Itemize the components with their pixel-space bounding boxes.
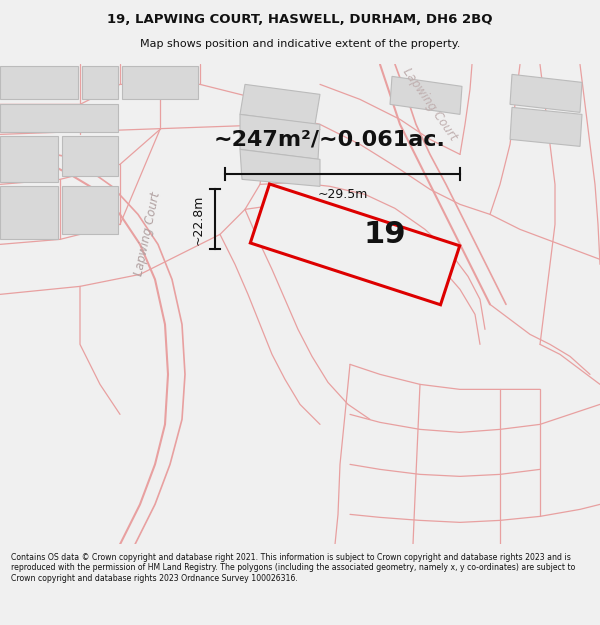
Text: ~22.8m: ~22.8m bbox=[192, 194, 205, 244]
Polygon shape bbox=[82, 66, 118, 99]
Polygon shape bbox=[0, 104, 118, 132]
Text: Map shows position and indicative extent of the property.: Map shows position and indicative extent… bbox=[140, 39, 460, 49]
Polygon shape bbox=[240, 114, 320, 159]
Text: Lapwing Court: Lapwing Court bbox=[133, 191, 163, 278]
Polygon shape bbox=[122, 66, 198, 99]
Polygon shape bbox=[0, 66, 78, 99]
Text: ~29.5m: ~29.5m bbox=[317, 188, 368, 201]
Text: 19, LAPWING COURT, HASWELL, DURHAM, DH6 2BQ: 19, LAPWING COURT, HASWELL, DURHAM, DH6 … bbox=[107, 12, 493, 26]
Polygon shape bbox=[240, 84, 320, 124]
Polygon shape bbox=[250, 184, 460, 305]
Polygon shape bbox=[240, 149, 320, 186]
Text: ~247m²/~0.061ac.: ~247m²/~0.061ac. bbox=[214, 129, 446, 149]
Polygon shape bbox=[510, 107, 582, 146]
Polygon shape bbox=[390, 76, 462, 114]
Text: 19: 19 bbox=[364, 220, 406, 249]
Polygon shape bbox=[62, 136, 118, 176]
Text: Lapwing Court: Lapwing Court bbox=[400, 66, 460, 143]
Polygon shape bbox=[0, 186, 58, 239]
Polygon shape bbox=[510, 74, 582, 112]
Text: Contains OS data © Crown copyright and database right 2021. This information is : Contains OS data © Crown copyright and d… bbox=[11, 552, 575, 582]
Polygon shape bbox=[0, 136, 58, 182]
Polygon shape bbox=[62, 186, 118, 234]
